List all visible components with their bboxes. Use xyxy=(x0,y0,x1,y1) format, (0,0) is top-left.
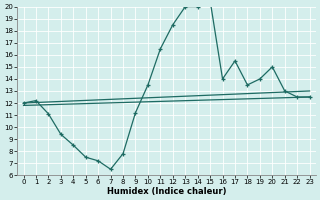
X-axis label: Humidex (Indice chaleur): Humidex (Indice chaleur) xyxy=(107,187,226,196)
